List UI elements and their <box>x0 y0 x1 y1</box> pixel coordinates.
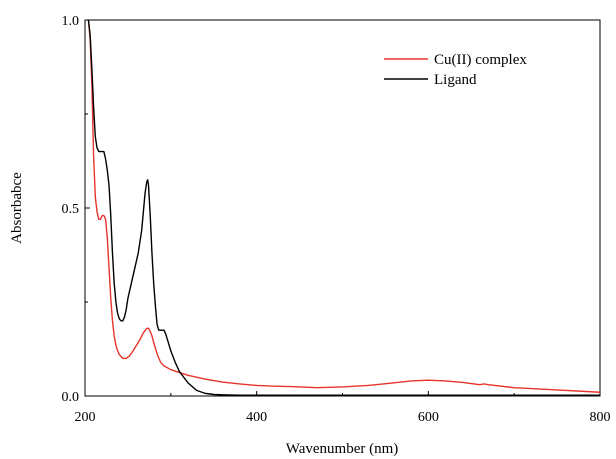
x-tick-label: 800 <box>590 410 611 425</box>
x-tick-label: 200 <box>75 410 96 425</box>
x-axis-title: Wavenumber (nm) <box>286 441 399 457</box>
legend: Cu(II) complex Ligand <box>384 52 527 88</box>
series-line-cu-ii-complex <box>87 20 600 393</box>
plot-frame <box>84 19 601 397</box>
y-tick-label: 1.0 <box>62 14 80 29</box>
y-axis-title: Absorbabce <box>9 172 25 244</box>
legend-label: Cu(II) complex <box>434 52 527 68</box>
legend-label: Ligand <box>434 72 477 88</box>
y-axis: 0.0 0.5 1.0 <box>62 14 90 405</box>
y-tick-label: 0.0 <box>62 390 80 405</box>
x-tick-label: 600 <box>418 410 439 425</box>
x-axis: 200 400 600 800 <box>75 391 611 425</box>
series-line-ligand <box>87 20 600 396</box>
series-lines <box>87 20 600 396</box>
x-tick-label: 400 <box>246 410 267 425</box>
y-tick-label: 0.5 <box>62 202 80 217</box>
